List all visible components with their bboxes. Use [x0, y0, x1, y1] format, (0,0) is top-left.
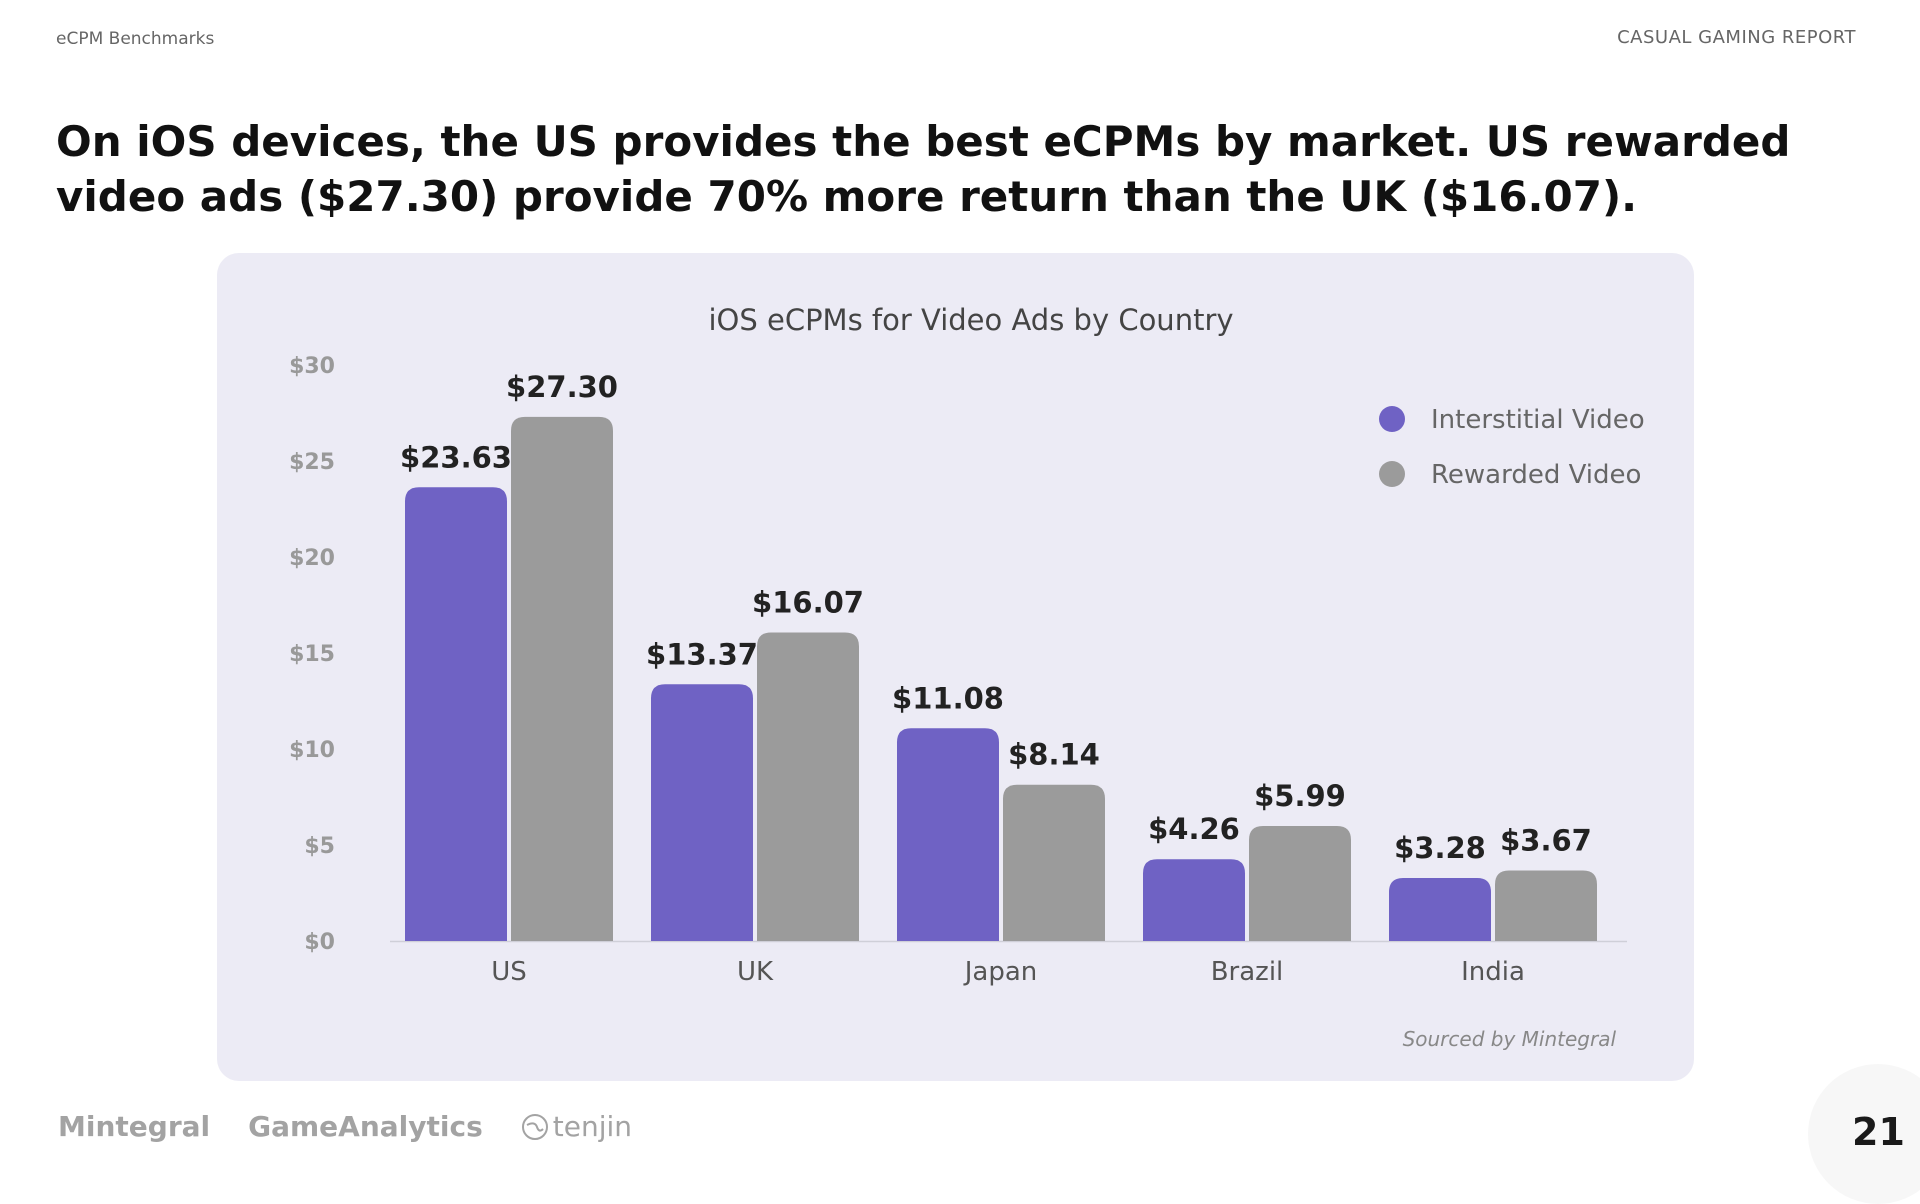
bar-us-interstitial	[405, 487, 507, 941]
report-label: CASUAL GAMING REPORT	[1617, 27, 1856, 48]
legend-marker	[1379, 406, 1405, 432]
section-label: eCPM Benchmarks	[56, 29, 215, 49]
y-tick-label: $30	[289, 354, 335, 379]
data-label: $4.26	[1148, 812, 1240, 846]
data-label: $8.14	[1008, 738, 1100, 772]
data-label: $23.63	[400, 440, 512, 474]
data-label: $16.07	[752, 585, 864, 619]
y-tick-label: $15	[289, 642, 335, 667]
source-note: Sourced by Mintegral	[1403, 1027, 1617, 1051]
data-label: $11.08	[892, 681, 1004, 715]
bar-india-interstitial	[1389, 878, 1491, 941]
legend-label: Rewarded Video	[1431, 460, 1641, 490]
tenjin-logo: tenjin	[521, 1110, 632, 1143]
tenjin-icon	[521, 1113, 548, 1140]
data-label: $13.37	[646, 637, 758, 671]
x-tick-label: UK	[737, 957, 774, 987]
y-tick-label: $25	[289, 450, 335, 475]
y-tick-label: $20	[289, 546, 335, 571]
legend-marker	[1379, 461, 1405, 487]
bar-chart: iOS eCPMs for Video Ads by Country $0 $5 $1…	[289, 303, 1645, 1051]
y-tick-label: $5	[304, 834, 335, 859]
footer-logos: Mintegral GameAnalytics tenjin	[58, 1110, 632, 1143]
x-tick-label: India	[1461, 957, 1525, 987]
mintegral-logo: Mintegral	[58, 1110, 211, 1143]
data-label: $3.67	[1500, 824, 1592, 858]
y-tick-label: $10	[289, 738, 335, 763]
x-tick-label: Japan	[963, 957, 1038, 987]
y-tick-label: $0	[304, 930, 335, 955]
data-label: $27.30	[506, 370, 618, 404]
bar-uk-interstitial	[651, 684, 753, 941]
chart-title: iOS eCPMs for Video Ads by Country	[708, 303, 1233, 337]
bar-us-rewarded	[511, 416, 613, 942]
bar-uk-rewarded	[757, 632, 859, 941]
bar-brazil-interstitial	[1143, 859, 1245, 941]
bar-japan-rewarded	[1003, 784, 1105, 941]
bar-brazil-rewarded	[1249, 825, 1351, 941]
x-tick-label: US	[491, 957, 527, 987]
bar-japan-interstitial	[897, 728, 999, 941]
legend-label: Interstitial Video	[1431, 405, 1645, 435]
page-number: 21	[1852, 1110, 1905, 1154]
data-label: $3.28	[1394, 831, 1486, 865]
bar-india-rewarded	[1495, 870, 1597, 941]
x-tick-label: Brazil	[1211, 957, 1284, 987]
data-label: $5.99	[1254, 779, 1346, 813]
gameanalytics-logo: GameAnalytics	[248, 1110, 483, 1143]
headline: On iOS devices, the US provides the best…	[56, 117, 1791, 221]
